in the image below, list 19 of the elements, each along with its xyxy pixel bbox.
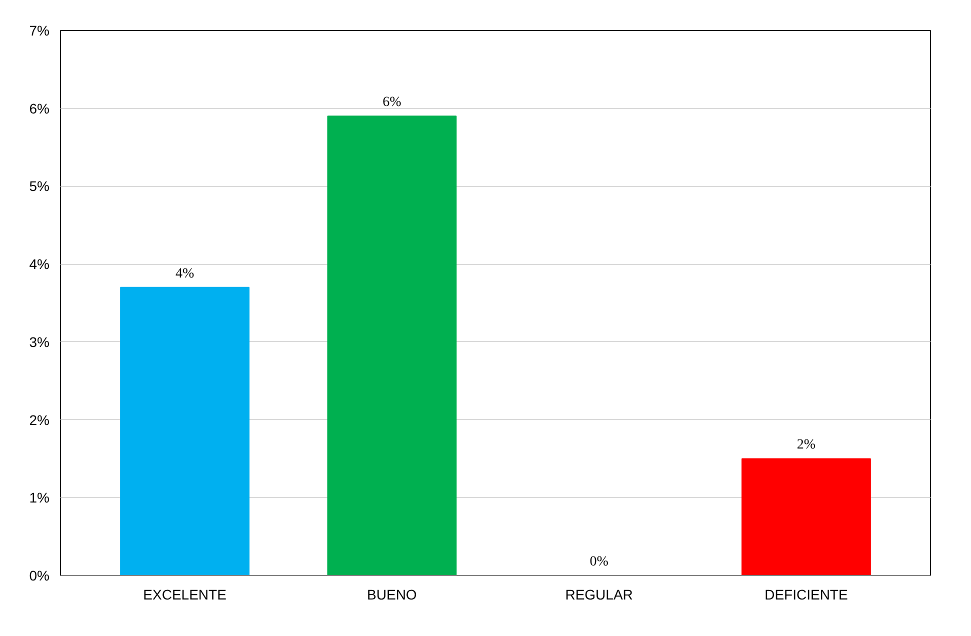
- data-label: 6%: [382, 95, 402, 110]
- y-tick-label: 0%: [29, 568, 50, 584]
- data-label: 4%: [175, 266, 194, 282]
- y-tick-label: 7%: [29, 22, 50, 38]
- x-tick-label: REGULAR: [565, 586, 633, 602]
- x-tick-label: EXCELENTE: [143, 586, 226, 602]
- y-tick-label: 4%: [29, 256, 50, 272]
- y-tick-label: 1%: [29, 490, 50, 506]
- bar: [327, 116, 457, 576]
- y-tick-label: 5%: [29, 178, 50, 194]
- y-tick-label: 2%: [29, 412, 50, 428]
- y-tick-label: 6%: [29, 100, 50, 116]
- data-label: 0%: [590, 554, 609, 570]
- bar: [742, 458, 871, 576]
- x-tick-label: BUENO: [367, 586, 417, 602]
- x-tick-label: DEFICIENTE: [764, 586, 848, 602]
- data-label: 2%: [796, 438, 816, 453]
- y-tick-label: 3%: [29, 334, 50, 350]
- bar: [120, 286, 250, 576]
